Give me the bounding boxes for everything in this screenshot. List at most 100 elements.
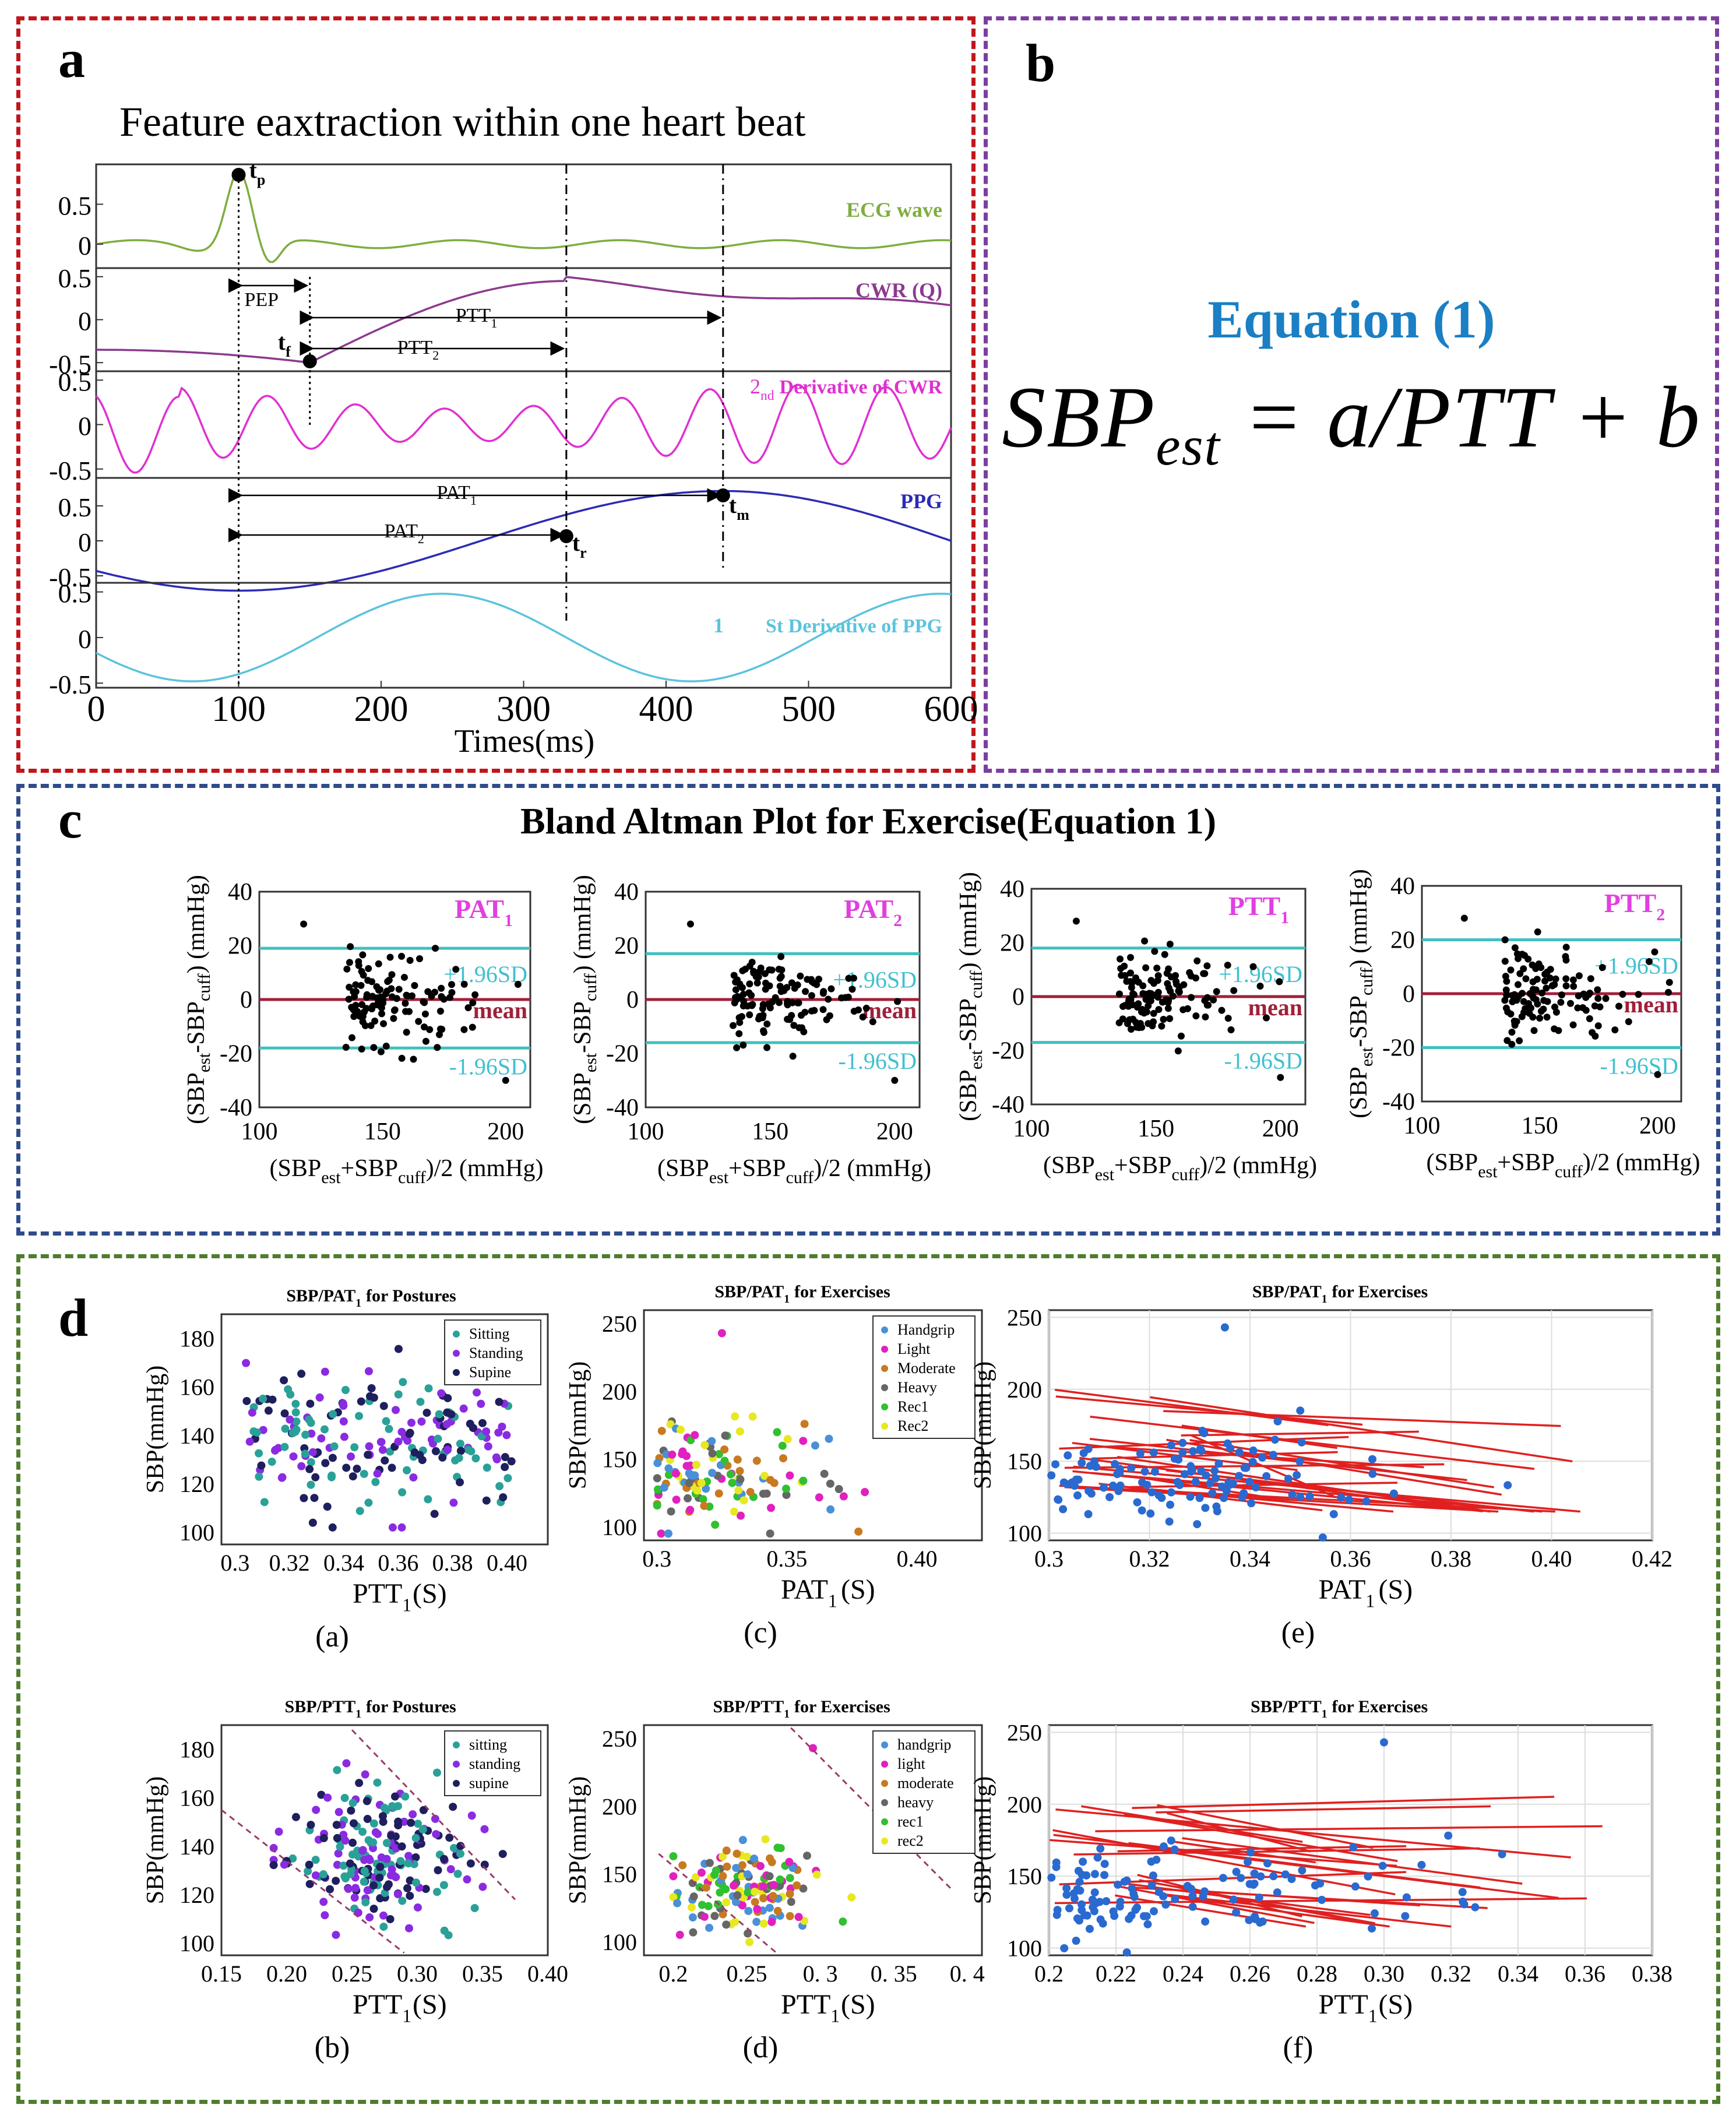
data-point	[1147, 1857, 1156, 1866]
marker-tr-main: t	[572, 530, 580, 556]
ba-point	[1201, 997, 1209, 1004]
ba-point	[1594, 995, 1602, 1002]
data-point	[653, 1459, 662, 1468]
ba-point	[375, 960, 382, 967]
ba-point	[1549, 982, 1557, 990]
ba-point	[348, 1034, 355, 1041]
data-point	[717, 1329, 726, 1338]
ba-point	[347, 943, 354, 951]
ba-ylabel-part: -SBP	[955, 998, 982, 1050]
data-point	[653, 1485, 662, 1494]
data-point	[847, 1893, 856, 1902]
fit-line	[1115, 1894, 1307, 1928]
fit-line	[1095, 1825, 1603, 1832]
ba-ytick: 20	[1000, 930, 1024, 957]
ba-ytick: 40	[1390, 873, 1415, 900]
ba-xlabel-part: (SBP	[269, 1155, 321, 1182]
data-point	[744, 1906, 753, 1915]
label-pep: PEP	[245, 289, 279, 311]
data-point	[329, 1410, 337, 1419]
data-point	[364, 1498, 373, 1507]
subplot-xlabel-rest: (S)	[1379, 1989, 1413, 2020]
subplot-title-sub: 1	[355, 1708, 361, 1720]
data-point	[1136, 1449, 1145, 1458]
data-point	[779, 1454, 788, 1463]
data-point	[740, 1496, 748, 1505]
trace-3	[96, 490, 952, 592]
data-point	[396, 1857, 405, 1866]
ba-point	[1119, 1002, 1127, 1010]
data-point	[449, 1498, 458, 1507]
ytick-label: 0	[78, 231, 91, 261]
ba-point	[730, 972, 738, 979]
data-point	[1150, 1468, 1159, 1476]
ba-ylabel-part: (SBP	[1346, 1067, 1372, 1118]
legend-label: rec1	[897, 1813, 924, 1830]
subplot-xlabel-sub: 1	[402, 2005, 411, 2026]
data-point	[371, 1828, 380, 1836]
ba-ylabel-part: cuff	[195, 973, 214, 1001]
ba-xlabel-part: +SBP	[1114, 1152, 1171, 1179]
ba-point	[815, 976, 823, 983]
ba-point	[1202, 1013, 1209, 1020]
legend-label: Rec1	[897, 1398, 928, 1415]
ba-point	[732, 986, 740, 994]
subplot-xtick: 0.35	[462, 1961, 503, 1987]
data-point	[815, 1493, 823, 1502]
subplot-xtick: 0.34	[1498, 1961, 1538, 1987]
data-point	[773, 1428, 781, 1437]
data-point	[1235, 1472, 1244, 1480]
data-point	[350, 1443, 359, 1452]
data-point	[664, 1470, 673, 1479]
ba-xlabel-part: +SBP	[728, 1155, 786, 1182]
trace-4	[96, 593, 952, 682]
fit-line	[1054, 1388, 1329, 1427]
ba-point	[1511, 944, 1519, 952]
ba-point	[1530, 1027, 1538, 1034]
ba-point	[1587, 975, 1594, 983]
ba-point	[1192, 974, 1199, 982]
legend-marker	[453, 1350, 460, 1357]
ba-point	[1115, 990, 1123, 998]
fit-line	[1055, 1395, 1363, 1426]
legend-marker	[881, 1423, 888, 1430]
panel-a-title: Feature eaxtraction within one heart bea…	[119, 98, 806, 145]
legend-label: Sitting	[469, 1325, 509, 1342]
ba-point	[859, 1013, 867, 1020]
fit-line	[1117, 1885, 1315, 1924]
ba-point	[1541, 970, 1549, 978]
subplot-caption: (b)	[315, 2031, 350, 2064]
ytick-label: -0.5	[49, 670, 91, 699]
data-point	[799, 1437, 808, 1445]
data-point	[477, 1399, 485, 1408]
data-point	[373, 1778, 382, 1787]
data-point	[1093, 1853, 1102, 1862]
data-point	[445, 1834, 454, 1842]
ba-point	[772, 994, 779, 1001]
legend-marker	[453, 1780, 460, 1787]
data-point	[435, 1410, 443, 1419]
ba-tag-main: PTT	[1228, 891, 1280, 921]
data-point	[1085, 1924, 1094, 1933]
data-point	[245, 1437, 254, 1446]
data-point	[731, 1412, 740, 1421]
marker-tf-sub: f	[286, 343, 291, 360]
label-ptt2-main: PTT	[397, 337, 433, 358]
ba-point	[514, 980, 522, 988]
ba-point	[403, 992, 411, 1000]
data-point	[328, 1471, 336, 1480]
ba-tag-main: PAT	[844, 894, 893, 924]
data-point	[752, 1917, 761, 1926]
ba-point	[752, 973, 760, 980]
ba-point	[300, 920, 308, 928]
ba-point	[1072, 917, 1080, 925]
legend-marker	[453, 1331, 460, 1338]
data-point	[786, 1912, 794, 1920]
subplot-ytick: 150	[1007, 1448, 1042, 1474]
data-point	[286, 1415, 294, 1424]
data-point	[369, 1844, 378, 1853]
equation: SBPest = a/PTT + b	[984, 367, 1719, 478]
data-point	[722, 1920, 731, 1929]
data-point	[355, 1412, 364, 1420]
